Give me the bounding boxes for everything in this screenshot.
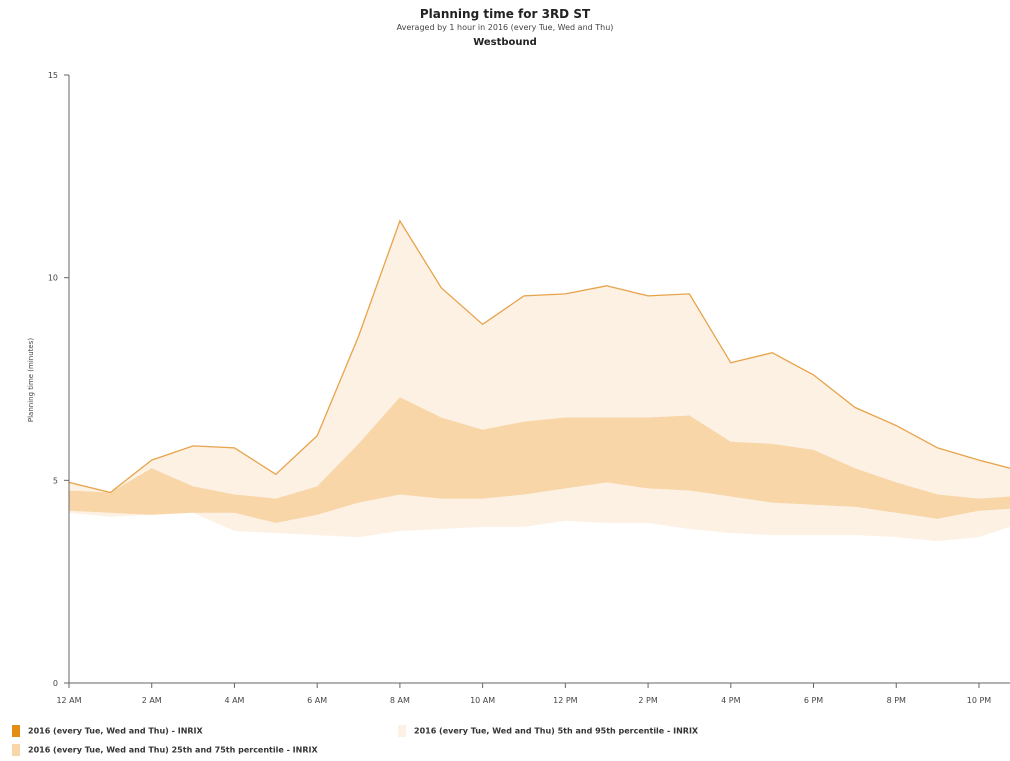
x-tick-label: 2 PM [638, 696, 657, 705]
legend-label-median: 2016 (every Tue, Wed and Thu) - INRIX [28, 726, 203, 736]
x-tick-label: 2 AM [142, 696, 162, 705]
y-tick-label: 15 [48, 71, 58, 80]
bands-layer [69, 220, 1010, 542]
lines-layer [68, 219, 1010, 494]
legend-label-5-95: 2016 (every Tue, Wed and Thu) 5th and 95… [414, 726, 699, 736]
y-axis-label: Planning time (minutes) [27, 338, 35, 422]
x-tick-label: 12 AM [56, 696, 81, 705]
x-tick-label: 12 PM [553, 696, 578, 705]
x-tick-label: 10 PM [967, 696, 992, 705]
x-tick-label: 4 PM [721, 696, 740, 705]
y-ticks: 0 5 10 15 [48, 71, 69, 688]
x-tick-label: 10 AM [470, 696, 495, 705]
legend-swatch-5-95 [398, 725, 406, 737]
chart-titles: Planning time for 3RD ST Averaged by 1 h… [0, 6, 1010, 51]
chart-subtitle: Averaged by 1 hour in 2016 (every Tue, W… [396, 23, 614, 32]
chart-title: Planning time for 3RD ST [419, 7, 591, 21]
legend-label-25-75: 2016 (every Tue, Wed and Thu) 25th and 7… [28, 745, 318, 755]
y-tick-label: 0 [53, 679, 58, 688]
x-tick-label: 8 PM [887, 696, 906, 705]
y-tick-label: 5 [53, 476, 58, 485]
axes-layer [68, 75, 1010, 684]
x-tick-label: 4 AM [224, 696, 244, 705]
x-ticks: 12 AM 2 AM 4 AM 6 AM 8 AM 10 AM 12 PM 2 PM 4 PM 6… [56, 683, 991, 705]
x-tick-label: 6 AM [307, 696, 327, 705]
y-tick-label: 10 [48, 274, 58, 283]
series-line-median [68, 219, 1010, 494]
x-tick-label: 8 AM [390, 696, 410, 705]
chart-direction: Westbound [473, 37, 537, 48]
legend-swatch-25-75 [12, 744, 20, 756]
legend-item-median[interactable]: 2016 (every Tue, Wed and Thu) - INRIX [12, 725, 203, 737]
legend-swatch-median [12, 725, 20, 737]
legend-item-25-75[interactable]: 2016 (every Tue, Wed and Thu) 25th and 7… [12, 744, 318, 756]
legend-item-5-95[interactable]: 2016 (every Tue, Wed and Thu) 5th and 95… [398, 725, 698, 737]
x-tick-label: 6 PM [804, 696, 823, 705]
band-25-75-percentile [69, 397, 1010, 523]
